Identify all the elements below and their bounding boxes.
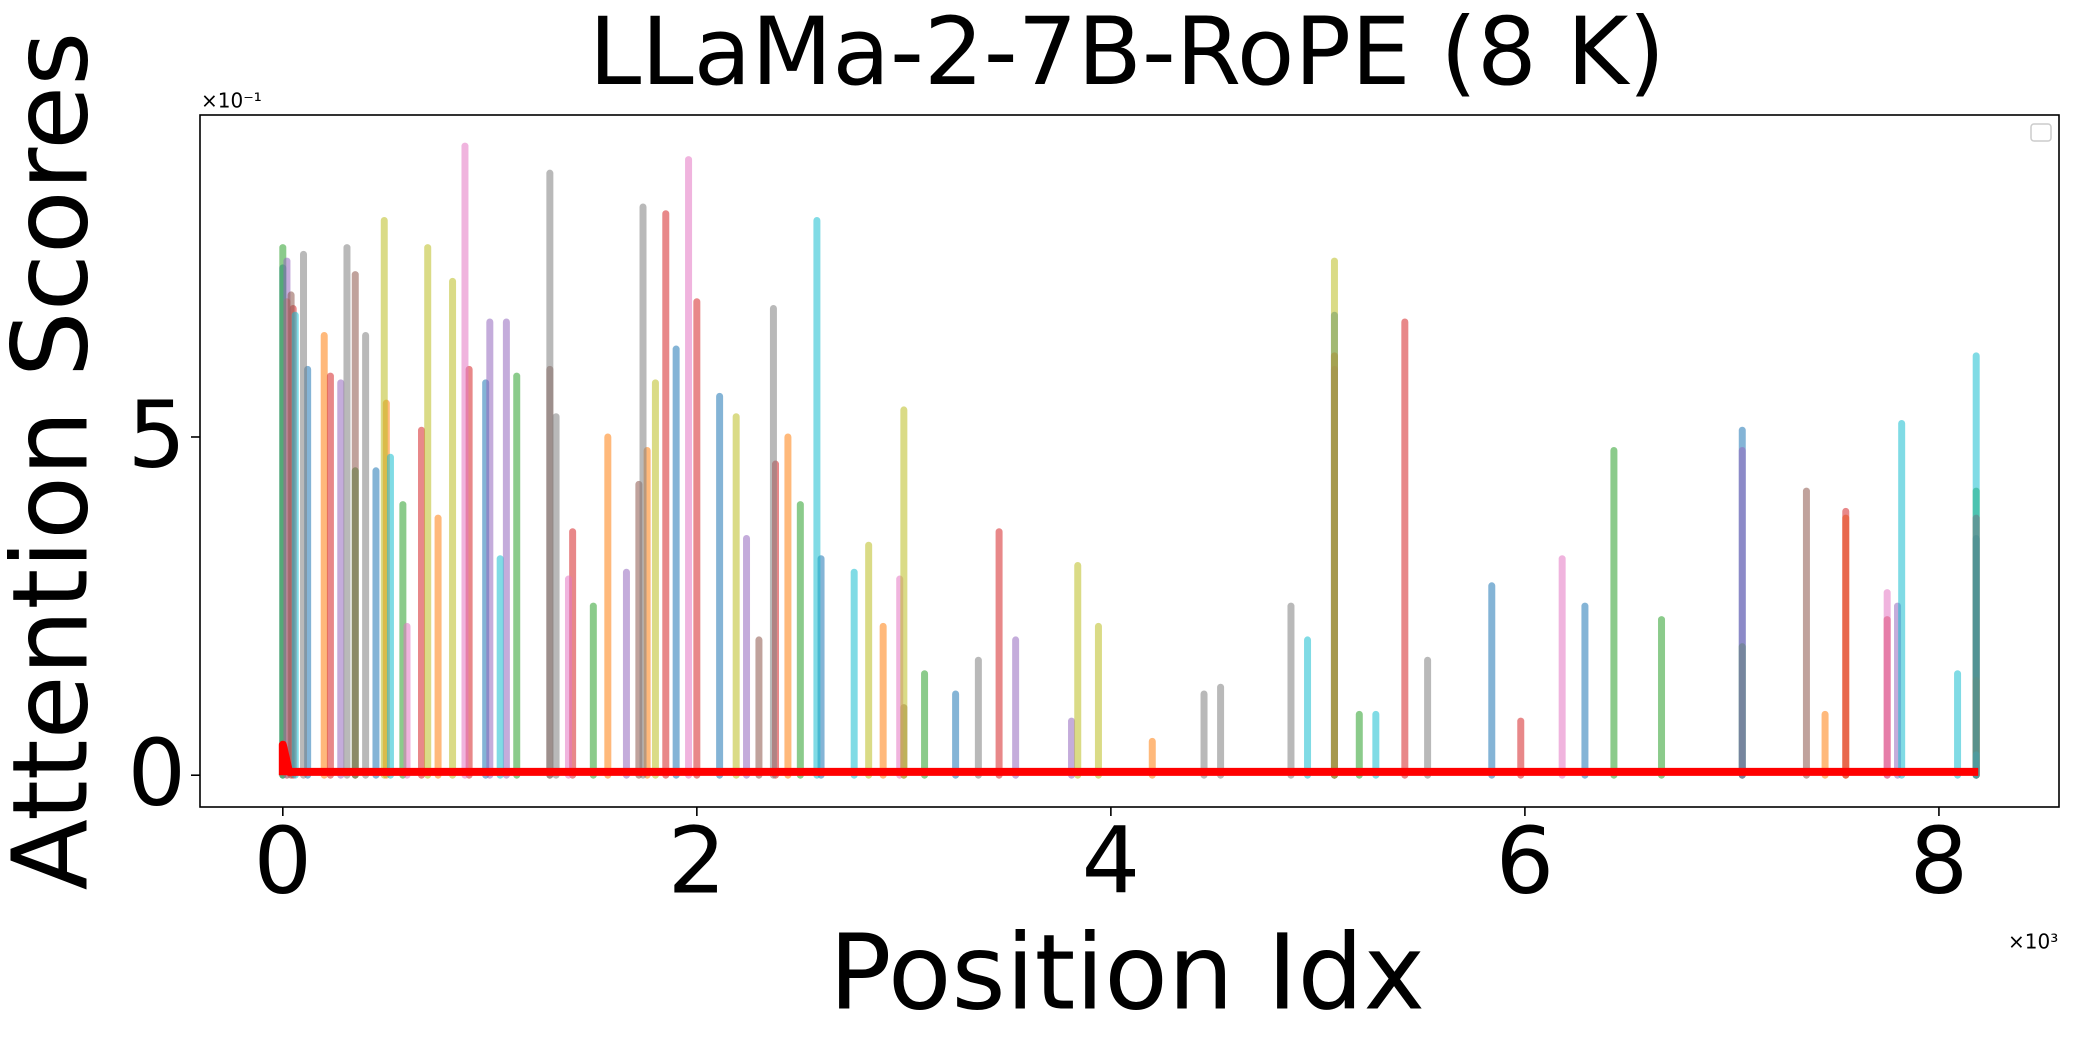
chart-title: LLaMa-2-7B-RoPE (8 K) <box>589 0 1665 107</box>
x-offset-text: ×10³ <box>2008 930 2058 954</box>
y-tick-label: 5 <box>127 381 186 488</box>
y-axis-label: Attention Scores <box>0 32 111 891</box>
x-axis-label: Position Idx <box>829 911 1425 1033</box>
axes-frame <box>199 114 2060 808</box>
plot-area <box>278 142 1980 779</box>
x-tick-label: 6 <box>1496 807 1555 914</box>
x-tick-label: 0 <box>254 807 313 914</box>
x-tick-label: 8 <box>1910 807 1969 914</box>
x-tick-label: 2 <box>668 807 727 914</box>
baseline-series <box>278 740 1979 776</box>
legend-box <box>2030 123 2052 142</box>
x-tick-label: 4 <box>1082 807 1141 914</box>
y-offset-text: ×10⁻¹ <box>201 89 262 113</box>
y-tick-label: 0 <box>127 720 186 827</box>
